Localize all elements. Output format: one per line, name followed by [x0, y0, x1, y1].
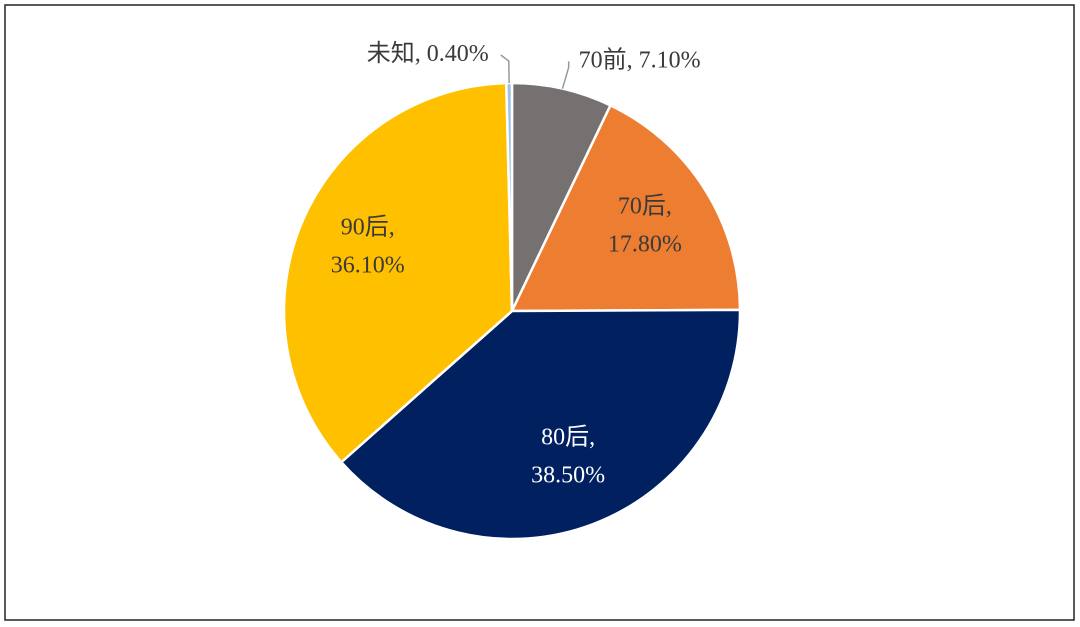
pie-slice: [504, 81, 514, 312]
slice-label: 未知, 0.40%: [367, 40, 489, 67]
value-label: 7.10%: [639, 47, 701, 73]
slice-label: 70前, 7.10%: [579, 46, 701, 73]
pie-slice: [510, 81, 613, 312]
value-label: 36.10%: [331, 253, 405, 279]
pie-slice: [282, 81, 514, 464]
slice-label: 80后,: [541, 423, 595, 450]
category-label: 70前,: [579, 46, 633, 73]
pie-slice: [510, 103, 742, 313]
category-label: 未知,: [367, 40, 421, 67]
value-label: 17.80%: [608, 231, 682, 257]
slice-label: 90后,: [341, 214, 395, 241]
value-label: 38.50%: [531, 462, 605, 488]
value-label: 0.40%: [427, 41, 489, 67]
pie-slice: [339, 308, 742, 541]
slice-label: 70后,: [618, 192, 672, 219]
leader-line: [500, 54, 510, 84]
leader-line: [561, 61, 570, 89]
